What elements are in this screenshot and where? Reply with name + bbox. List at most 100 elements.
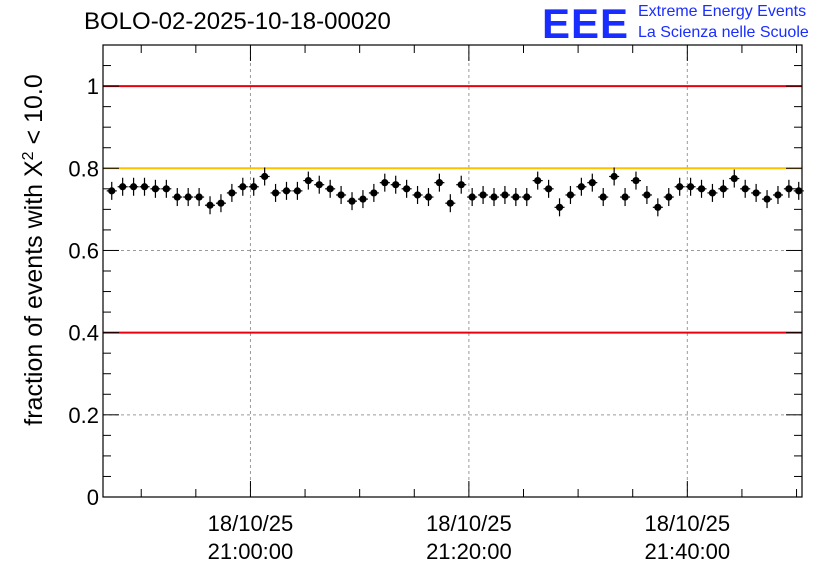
data-point <box>237 177 248 196</box>
point-marker <box>282 187 291 195</box>
data-point <box>357 190 368 209</box>
data-point <box>412 185 423 204</box>
point-marker <box>271 189 280 197</box>
point-marker <box>326 185 334 193</box>
data-point <box>161 179 172 198</box>
point-marker <box>228 189 236 197</box>
data-point <box>314 175 325 194</box>
point-marker <box>566 191 575 199</box>
reference-lines <box>103 85 802 334</box>
data-point <box>772 185 783 204</box>
data-point <box>783 179 794 198</box>
point-marker <box>206 201 214 209</box>
data-point <box>456 175 467 194</box>
data-point <box>270 183 281 202</box>
y-tick-label: 0.8 <box>68 156 99 181</box>
point-marker <box>534 177 542 185</box>
x-tick-label: 21:20:00 <box>426 539 512 564</box>
data-point <box>194 188 205 207</box>
point-marker <box>577 183 585 191</box>
point-marker <box>665 193 673 201</box>
point-marker <box>217 199 225 207</box>
point-marker <box>239 183 247 191</box>
x-tick-label: 18/10/25 <box>208 511 294 536</box>
data-point <box>489 188 500 207</box>
data-point <box>663 188 674 207</box>
data-point <box>390 175 401 194</box>
x-tick-label: 21:40:00 <box>645 539 731 564</box>
point-marker <box>446 199 454 207</box>
point-marker <box>435 179 443 187</box>
point-marker <box>359 195 367 203</box>
data-point <box>150 179 161 198</box>
point-marker <box>795 187 803 195</box>
data-point <box>139 177 150 196</box>
data-point <box>183 188 194 207</box>
data-point <box>674 177 685 196</box>
point-marker <box>304 177 312 185</box>
data-point <box>543 179 554 198</box>
point-marker <box>676 183 684 191</box>
point-marker <box>654 203 662 211</box>
point-marker <box>555 203 564 211</box>
x-tick-label: 18/10/25 <box>426 511 512 536</box>
data-point <box>793 181 804 200</box>
data-point <box>620 188 631 207</box>
point-marker <box>599 193 607 201</box>
data-point <box>248 177 259 196</box>
data-points <box>106 167 804 217</box>
point-marker <box>468 193 476 201</box>
data-point <box>510 188 521 207</box>
point-marker <box>785 185 793 193</box>
data-point <box>467 188 478 207</box>
data-point <box>598 188 609 207</box>
data-point <box>576 177 587 196</box>
point-marker <box>151 185 160 193</box>
data-point <box>281 181 292 200</box>
point-marker <box>730 174 738 183</box>
data-point <box>379 173 390 192</box>
point-marker <box>490 193 498 201</box>
y-tick-label: 0.2 <box>68 403 99 428</box>
data-point <box>325 179 336 198</box>
data-point <box>205 196 216 215</box>
data-point <box>347 192 358 211</box>
data-point <box>259 167 270 186</box>
data-point <box>368 183 379 202</box>
point-marker <box>250 183 258 191</box>
data-point <box>128 177 139 196</box>
data-point <box>696 179 707 198</box>
data-point <box>565 185 576 204</box>
point-marker <box>195 193 203 201</box>
chart-title: BOLO-02-2025-10-18-00020 <box>84 8 391 35</box>
y-tick-label: 1 <box>87 74 99 99</box>
data-point <box>117 177 128 196</box>
data-point <box>652 198 663 217</box>
logo-line-2: La Scienza nelle Scuole <box>638 24 809 41</box>
point-marker <box>741 185 749 193</box>
point-marker <box>752 189 760 197</box>
point-marker <box>348 197 356 205</box>
data-point <box>630 171 641 190</box>
data-point <box>685 177 696 196</box>
data-point <box>532 171 543 190</box>
point-marker <box>129 183 138 191</box>
point-marker <box>108 187 116 195</box>
point-marker <box>697 185 706 193</box>
point-marker <box>315 181 323 189</box>
point-marker <box>403 185 411 193</box>
point-marker <box>719 185 727 193</box>
data-point <box>587 173 598 192</box>
point-marker <box>621 193 629 201</box>
data-point <box>499 185 510 204</box>
data-point <box>762 190 773 209</box>
data-point <box>521 188 532 207</box>
axis-ticks: 0 0.2 0.4 0.6 0.8 1 18/10/25 21:00:00 18/10/25 21… <box>68 45 802 564</box>
data-point <box>215 194 226 213</box>
logo-line-1: Extreme Energy Events <box>638 3 807 20</box>
x-tick-label: 21:00:00 <box>208 539 294 564</box>
point-marker <box>381 179 389 187</box>
eee-logo: EEE <box>542 0 630 47</box>
point-marker <box>140 183 149 191</box>
point-marker <box>610 172 618 181</box>
